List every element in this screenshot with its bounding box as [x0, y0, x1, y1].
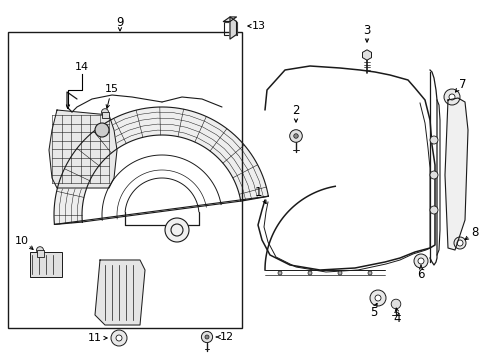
Text: 3: 3: [363, 23, 370, 36]
Circle shape: [337, 271, 341, 275]
Bar: [102, 112, 108, 118]
Text: 9: 9: [116, 15, 123, 28]
Polygon shape: [54, 107, 268, 224]
Circle shape: [367, 271, 371, 275]
Polygon shape: [223, 17, 236, 22]
Circle shape: [453, 237, 465, 249]
Polygon shape: [229, 17, 236, 39]
Text: 4: 4: [392, 311, 400, 324]
Circle shape: [429, 206, 437, 214]
Text: 15: 15: [105, 84, 119, 94]
Circle shape: [204, 335, 208, 339]
Text: 8: 8: [470, 225, 478, 238]
Circle shape: [429, 171, 437, 179]
Circle shape: [369, 290, 385, 306]
Circle shape: [164, 218, 189, 242]
Text: 10: 10: [15, 236, 29, 246]
Circle shape: [111, 330, 127, 346]
Circle shape: [37, 247, 43, 254]
Text: 14: 14: [75, 62, 89, 72]
Circle shape: [374, 295, 380, 301]
Bar: [8, 32, 242, 328]
Circle shape: [95, 123, 109, 137]
Circle shape: [456, 240, 462, 246]
Polygon shape: [95, 260, 145, 325]
Text: 13: 13: [251, 21, 265, 31]
Bar: [223, 22, 236, 35]
Text: 11: 11: [88, 333, 102, 343]
Text: 1: 1: [254, 186, 261, 199]
Text: 6: 6: [416, 267, 424, 280]
Text: 5: 5: [369, 306, 377, 319]
Circle shape: [201, 332, 212, 343]
Circle shape: [390, 299, 400, 309]
Text: 2: 2: [292, 104, 299, 117]
Circle shape: [116, 335, 122, 341]
Polygon shape: [444, 98, 467, 250]
Circle shape: [278, 271, 282, 275]
Bar: [37, 250, 43, 256]
Text: 12: 12: [220, 332, 234, 342]
Circle shape: [448, 94, 454, 100]
Circle shape: [102, 109, 108, 116]
Circle shape: [417, 258, 423, 264]
Circle shape: [429, 136, 437, 144]
Circle shape: [293, 134, 298, 138]
Circle shape: [413, 254, 427, 268]
Circle shape: [307, 271, 311, 275]
Bar: [30, 252, 62, 277]
Polygon shape: [49, 110, 117, 188]
Text: 7: 7: [458, 77, 466, 90]
Circle shape: [289, 130, 302, 142]
Circle shape: [443, 89, 459, 105]
